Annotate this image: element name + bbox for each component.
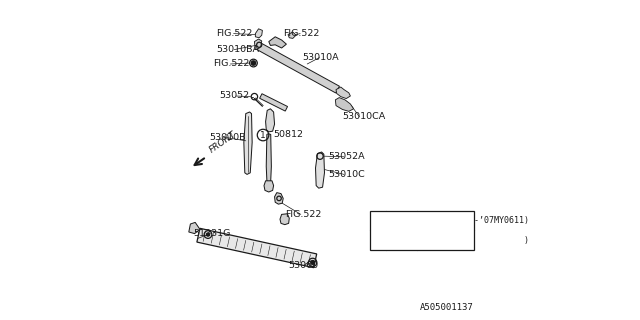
Text: (          -’07MY0611): ( -’07MY0611)	[419, 216, 529, 225]
Polygon shape	[336, 87, 351, 99]
Circle shape	[251, 61, 256, 65]
Polygon shape	[288, 32, 296, 38]
Polygon shape	[275, 193, 283, 204]
Text: 53060: 53060	[288, 261, 318, 270]
Polygon shape	[264, 181, 274, 192]
Polygon shape	[189, 222, 200, 234]
Text: 53010C: 53010C	[328, 170, 365, 179]
Text: A505001137: A505001137	[420, 303, 474, 312]
Polygon shape	[266, 134, 271, 182]
Text: (’07MY0611-          ): (’07MY0611- )	[419, 236, 529, 244]
Text: 0101S*B: 0101S*B	[388, 216, 423, 225]
Text: 51231G: 51231G	[193, 229, 231, 238]
Polygon shape	[269, 37, 287, 48]
Polygon shape	[260, 94, 287, 111]
Text: 1: 1	[260, 131, 266, 140]
Text: FRONT: FRONT	[208, 129, 238, 154]
Polygon shape	[335, 98, 354, 111]
Text: 0100S: 0100S	[388, 236, 413, 244]
Polygon shape	[266, 109, 275, 132]
Text: FIG.522: FIG.522	[216, 29, 252, 38]
Polygon shape	[280, 214, 289, 225]
Polygon shape	[257, 43, 339, 93]
Bar	[370, 211, 474, 250]
Polygon shape	[255, 29, 262, 38]
Text: FIG.522: FIG.522	[283, 29, 319, 38]
Text: 53010B: 53010B	[210, 133, 246, 142]
Text: 53010A: 53010A	[302, 53, 339, 62]
Text: 53010BA: 53010BA	[216, 45, 259, 54]
Text: 53010CA: 53010CA	[342, 112, 386, 121]
Text: 53052A: 53052A	[328, 152, 365, 161]
Text: FIG.522: FIG.522	[212, 60, 249, 68]
Polygon shape	[316, 152, 324, 188]
Circle shape	[311, 260, 315, 264]
Polygon shape	[254, 39, 262, 50]
Text: FIG.522: FIG.522	[285, 210, 321, 219]
Text: 53052: 53052	[219, 92, 250, 100]
Polygon shape	[244, 112, 252, 174]
Text: 1: 1	[375, 226, 381, 235]
Text: 50812: 50812	[274, 130, 303, 139]
Polygon shape	[197, 228, 317, 268]
Circle shape	[206, 233, 210, 236]
